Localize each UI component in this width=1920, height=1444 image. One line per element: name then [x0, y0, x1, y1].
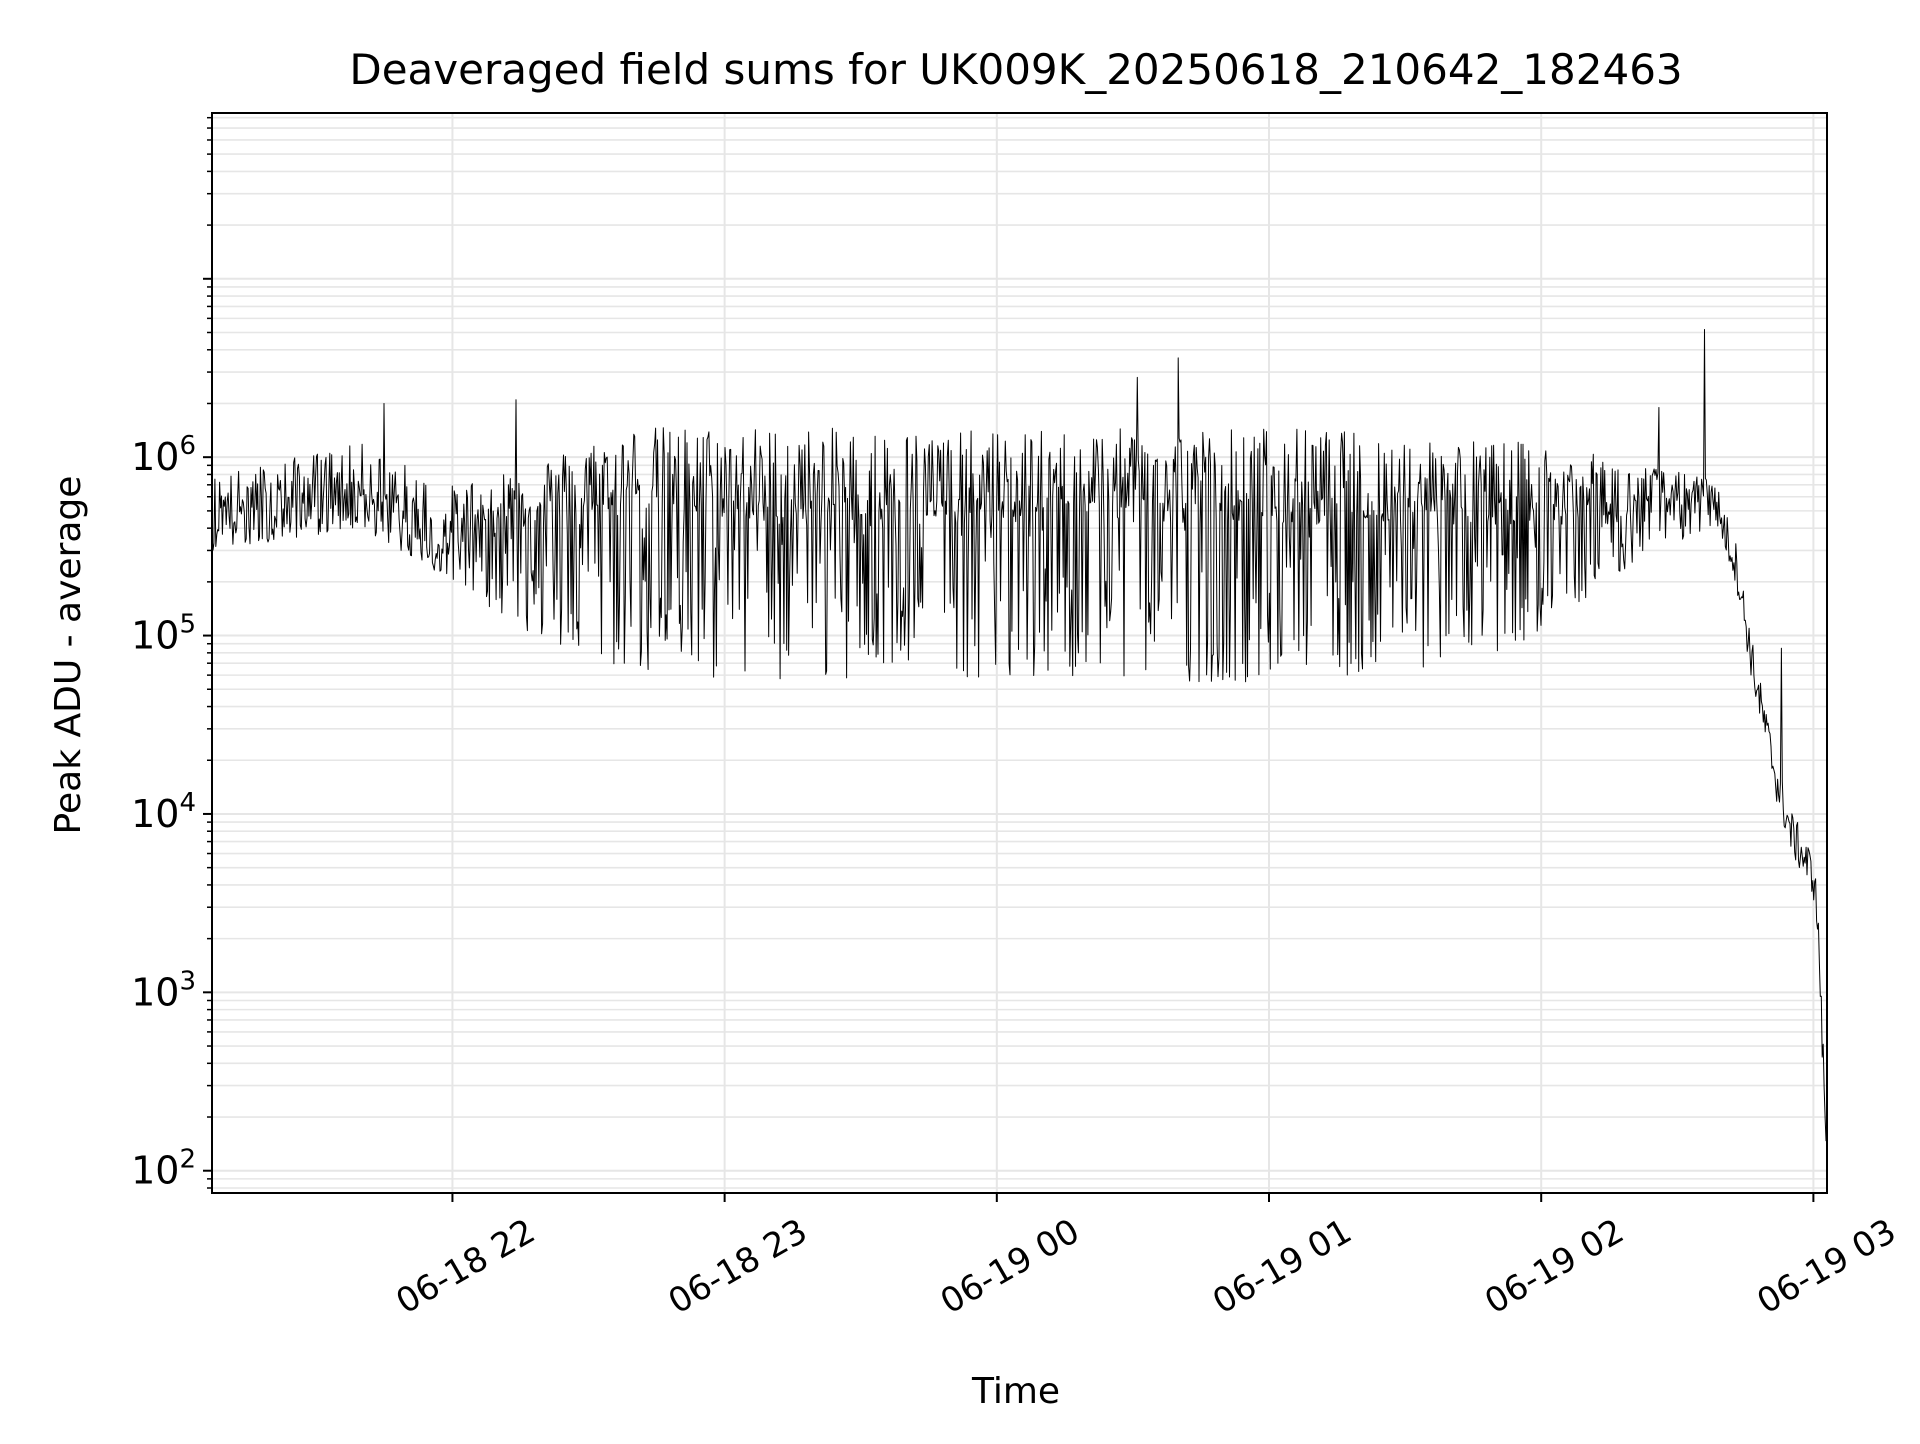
x-axis-label: Time [971, 1371, 1060, 1412]
data-layer [211, 329, 1828, 1142]
y-axis-label: Peak ADU - average [48, 476, 89, 835]
y-tick-label: 105 [131, 610, 196, 658]
y-axis-ticks: 102 103 104 105 106 [131, 116, 212, 1193]
chart-title: Deaveraged field sums for UK009K_2025061… [349, 45, 1682, 94]
y-tick-label: 106 [131, 431, 196, 479]
series-line [211, 329, 1828, 1142]
y-tick-label: 103 [131, 966, 196, 1014]
y-tick-label: 104 [131, 788, 196, 836]
grid-layer [212, 113, 1827, 1193]
y-tick-label: 102 [131, 1145, 196, 1193]
